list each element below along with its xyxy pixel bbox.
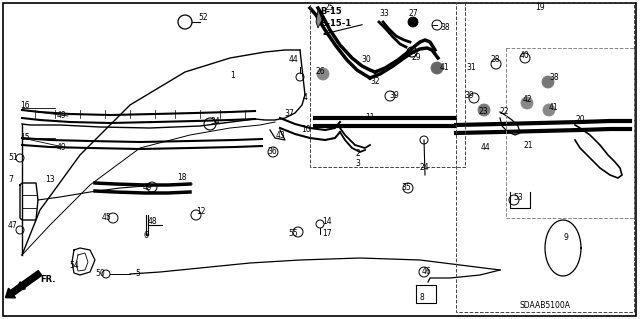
Text: 52: 52 xyxy=(198,13,207,23)
Text: 33: 33 xyxy=(379,10,389,19)
Text: 50: 50 xyxy=(95,270,105,278)
Text: 3: 3 xyxy=(355,159,360,167)
Circle shape xyxy=(431,62,443,74)
Circle shape xyxy=(521,97,533,109)
Text: 39: 39 xyxy=(464,91,474,100)
Text: B-15-1: B-15-1 xyxy=(320,19,351,28)
Text: 18: 18 xyxy=(177,174,186,182)
Bar xyxy=(506,48,634,218)
Text: 30: 30 xyxy=(361,56,371,64)
Text: 37: 37 xyxy=(284,109,294,118)
Text: 35: 35 xyxy=(401,183,411,192)
Bar xyxy=(456,2,634,312)
Text: 4: 4 xyxy=(303,93,308,102)
Circle shape xyxy=(543,104,555,116)
Text: 49: 49 xyxy=(142,183,152,192)
Text: 29: 29 xyxy=(411,54,420,63)
Polygon shape xyxy=(316,10,322,28)
Bar xyxy=(310,2,465,167)
Text: 16: 16 xyxy=(20,101,30,110)
Text: 44: 44 xyxy=(288,55,298,63)
Text: 46: 46 xyxy=(422,268,432,277)
Text: 1: 1 xyxy=(230,70,236,79)
Circle shape xyxy=(542,76,554,88)
Text: 55: 55 xyxy=(288,229,298,239)
Text: 20: 20 xyxy=(575,115,584,124)
Text: 26: 26 xyxy=(316,68,325,77)
Text: 25: 25 xyxy=(324,4,334,12)
Circle shape xyxy=(408,17,418,27)
Circle shape xyxy=(317,68,329,80)
Text: 51: 51 xyxy=(8,153,18,162)
Text: 27: 27 xyxy=(408,10,418,19)
Text: 5: 5 xyxy=(135,270,140,278)
Text: 40: 40 xyxy=(519,50,529,60)
Text: 17: 17 xyxy=(322,229,332,239)
Text: 34: 34 xyxy=(210,117,220,127)
Text: 44: 44 xyxy=(480,144,490,152)
Text: 39: 39 xyxy=(389,92,399,100)
Text: 38: 38 xyxy=(549,72,559,81)
Text: 19: 19 xyxy=(535,4,545,12)
Text: 48: 48 xyxy=(147,218,157,226)
Text: 7: 7 xyxy=(8,175,13,184)
Text: 13: 13 xyxy=(45,175,55,184)
Text: SDAAB5100A: SDAAB5100A xyxy=(520,301,571,310)
Text: 10: 10 xyxy=(301,125,311,135)
FancyArrow shape xyxy=(6,271,42,298)
Text: 54: 54 xyxy=(69,261,79,270)
Text: 49: 49 xyxy=(57,144,67,152)
Text: 43: 43 xyxy=(275,131,285,140)
Text: 14: 14 xyxy=(322,218,332,226)
Text: 41: 41 xyxy=(440,63,450,72)
Text: 22: 22 xyxy=(499,108,509,116)
Text: 45: 45 xyxy=(101,213,111,222)
Text: 53: 53 xyxy=(513,194,523,203)
Text: 9: 9 xyxy=(563,234,568,242)
Text: 2: 2 xyxy=(355,149,360,158)
Text: 41: 41 xyxy=(549,102,559,112)
Text: 8: 8 xyxy=(420,293,424,302)
Text: 24: 24 xyxy=(419,164,429,173)
Text: 11: 11 xyxy=(365,114,375,122)
Text: 23: 23 xyxy=(478,108,488,116)
Text: 28: 28 xyxy=(490,56,500,64)
Text: 38: 38 xyxy=(440,24,450,33)
Text: 42: 42 xyxy=(522,95,532,105)
Text: 31: 31 xyxy=(466,63,476,72)
Text: 6: 6 xyxy=(143,231,148,240)
Text: 21: 21 xyxy=(524,140,532,150)
Text: B-15: B-15 xyxy=(320,8,342,17)
Text: 36: 36 xyxy=(268,147,277,157)
Text: 15: 15 xyxy=(20,133,30,143)
Text: 32: 32 xyxy=(370,78,380,86)
Text: 47: 47 xyxy=(8,220,18,229)
Text: FR.: FR. xyxy=(40,276,56,285)
Circle shape xyxy=(478,104,490,116)
Text: 12: 12 xyxy=(196,207,205,217)
Text: 49: 49 xyxy=(57,112,67,121)
